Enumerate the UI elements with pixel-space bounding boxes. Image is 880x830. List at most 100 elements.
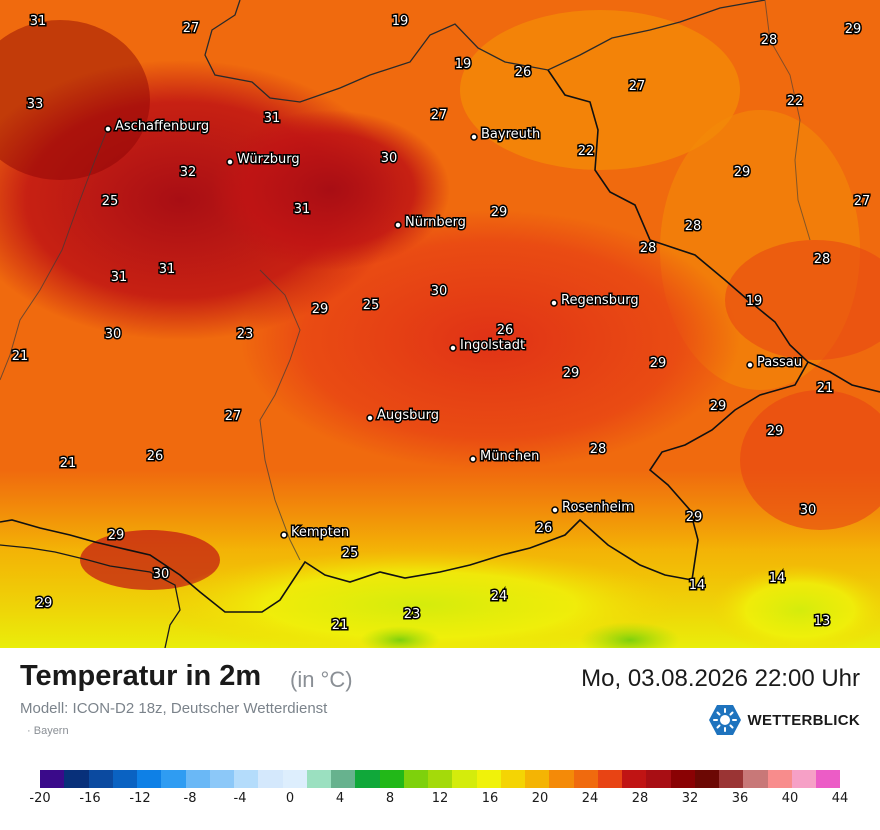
temperature-value: 31 (30, 14, 47, 29)
color-scale-tick: -20 (29, 791, 51, 806)
region-name: Bayern (33, 725, 69, 737)
temperature-value: 25 (363, 298, 380, 313)
color-scale-swatch (500, 770, 525, 788)
color-scale-tick: 0 (285, 791, 295, 806)
temperature-value: 22 (578, 144, 595, 159)
city-name: Regensburg (561, 293, 639, 308)
temperature-value: 30 (431, 284, 448, 299)
temperature-value: 29 (108, 528, 125, 543)
city-marker[interactable]: München (469, 448, 541, 466)
temperature-value: 13 (814, 614, 831, 629)
color-scale-tick: 28 (631, 791, 649, 806)
temperature-value: 30 (800, 503, 817, 518)
temperature-value: 14 (689, 578, 706, 593)
temperature-value: 19 (746, 294, 763, 309)
temperature-value: 21 (60, 456, 77, 471)
temperature-value: 26 (497, 323, 514, 338)
temperature-value: 29 (710, 399, 727, 414)
city-name: Bayreuth (481, 127, 540, 142)
region-label: · Bayern (27, 725, 69, 737)
temperature-value: 25 (342, 546, 359, 561)
city-name: Rosenheim (562, 500, 634, 515)
color-scale-swatch (185, 770, 210, 788)
temperature-value: 27 (225, 409, 242, 424)
city-marker[interactable]: Bayreuth (470, 126, 542, 144)
temperature-value: 14 (769, 571, 786, 586)
city-dot-icon (449, 344, 457, 352)
city-name: Würzburg (237, 152, 300, 167)
color-scale-swatch (791, 770, 816, 788)
city-marker[interactable]: Aschaffenburg (104, 118, 211, 136)
color-scale-swatch (40, 770, 65, 788)
city-marker[interactable]: Ingolstadt (449, 337, 527, 355)
color-scale-swatch (209, 770, 234, 788)
color-scale-swatch (646, 770, 671, 788)
city-dot-icon (469, 455, 477, 463)
color-scale-labels: -20 -16 -12 -8 -4 0 4 8 12 16 20 24 28 32 36 40 44 (29, 791, 848, 809)
wetterblick-icon (708, 705, 741, 735)
temperature-value: 28 (590, 442, 607, 457)
city-marker[interactable]: Regensburg (550, 292, 640, 310)
temperature-value: 29 (767, 424, 784, 439)
temperature-value: 28 (685, 219, 702, 234)
city-markers: Aschaffenburg Würzburg Bayreuth Nürnberg Reg… (104, 118, 803, 542)
state-border-bw (259, 269, 301, 561)
city-name: Nürnberg (405, 215, 466, 230)
color-scale-swatch (719, 770, 744, 788)
brand-logo[interactable]: WETTERBLICK (708, 704, 860, 736)
color-scale-swatch (816, 770, 841, 788)
city-marker[interactable]: Rosenheim (551, 499, 635, 517)
city-marker[interactable]: Augsburg (366, 407, 441, 425)
color-scale-tick: 44 (831, 791, 849, 806)
color-scale-swatch (525, 770, 550, 788)
state-border-west (0, 127, 109, 381)
color-scale-swatch (64, 770, 89, 788)
color-scale-swatch (743, 770, 768, 788)
city-dot-icon (280, 531, 288, 539)
city-marker[interactable]: Kempten (280, 524, 351, 542)
temperature-value: 31 (294, 202, 311, 217)
city-marker[interactable]: Passau (746, 354, 803, 372)
color-scale-tick: 32 (681, 791, 699, 806)
temperature-value: 31 (264, 111, 281, 126)
temperature-value: 28 (640, 241, 657, 256)
city-name: Aschaffenburg (115, 119, 209, 134)
model-source: Modell: ICON-D2 18z, Deutscher Wetterdie… (20, 700, 328, 717)
map-canvas: 31 27 19 28 29 19 26 27 22 33 31 27 30 22 32 29 25 27 31 29… (0, 0, 880, 648)
color-scale-swatch (88, 770, 113, 788)
map-footer: Temperatur in 2m (in °C) Mo, 03.08.2026 … (0, 648, 880, 830)
austria-border-east (648, 361, 809, 581)
color-scale-swatch (767, 770, 792, 788)
page-title: Temperatur in 2m (20, 660, 262, 692)
temperature-value: 19 (455, 57, 472, 72)
north-forest-zone (460, 10, 740, 170)
color-scale-swatch (452, 770, 477, 788)
swiss-border (0, 544, 181, 648)
temperature-value: 29 (491, 205, 508, 220)
temperature-value: 29 (686, 510, 703, 525)
city-name: Ingolstadt (460, 338, 525, 353)
temperature-value: 23 (237, 327, 254, 342)
color-scale-tick: 24 (581, 791, 599, 806)
city-marker[interactable]: Nürnberg (394, 214, 467, 232)
color-scale-tick: -12 (129, 791, 151, 806)
color-scale-tick: -8 (183, 791, 197, 806)
temperature-value: 29 (650, 356, 667, 371)
temperature-value: 29 (845, 22, 862, 37)
temperature-value: 29 (36, 596, 53, 611)
color-scale-swatch (112, 770, 137, 788)
city-dot-icon (746, 361, 754, 369)
temperature-value: 33 (27, 97, 44, 112)
alpine-peak-zone-2 (360, 626, 440, 648)
state-border-north (204, 0, 766, 103)
temperature-value: 30 (153, 567, 170, 582)
city-dot-icon (470, 133, 478, 141)
temperature-value: 26 (536, 521, 553, 536)
color-scale-swatch (597, 770, 622, 788)
color-scale-bar (40, 770, 841, 788)
temperature-value: 21 (332, 618, 349, 633)
city-marker[interactable]: Würzburg (226, 151, 301, 169)
color-scale-legend: -20 -16 -12 -8 -4 0 4 8 12 16 20 24 28 32 36 40 44 (29, 770, 848, 809)
color-scale-swatch (137, 770, 162, 788)
temperature-value: 27 (854, 194, 871, 209)
